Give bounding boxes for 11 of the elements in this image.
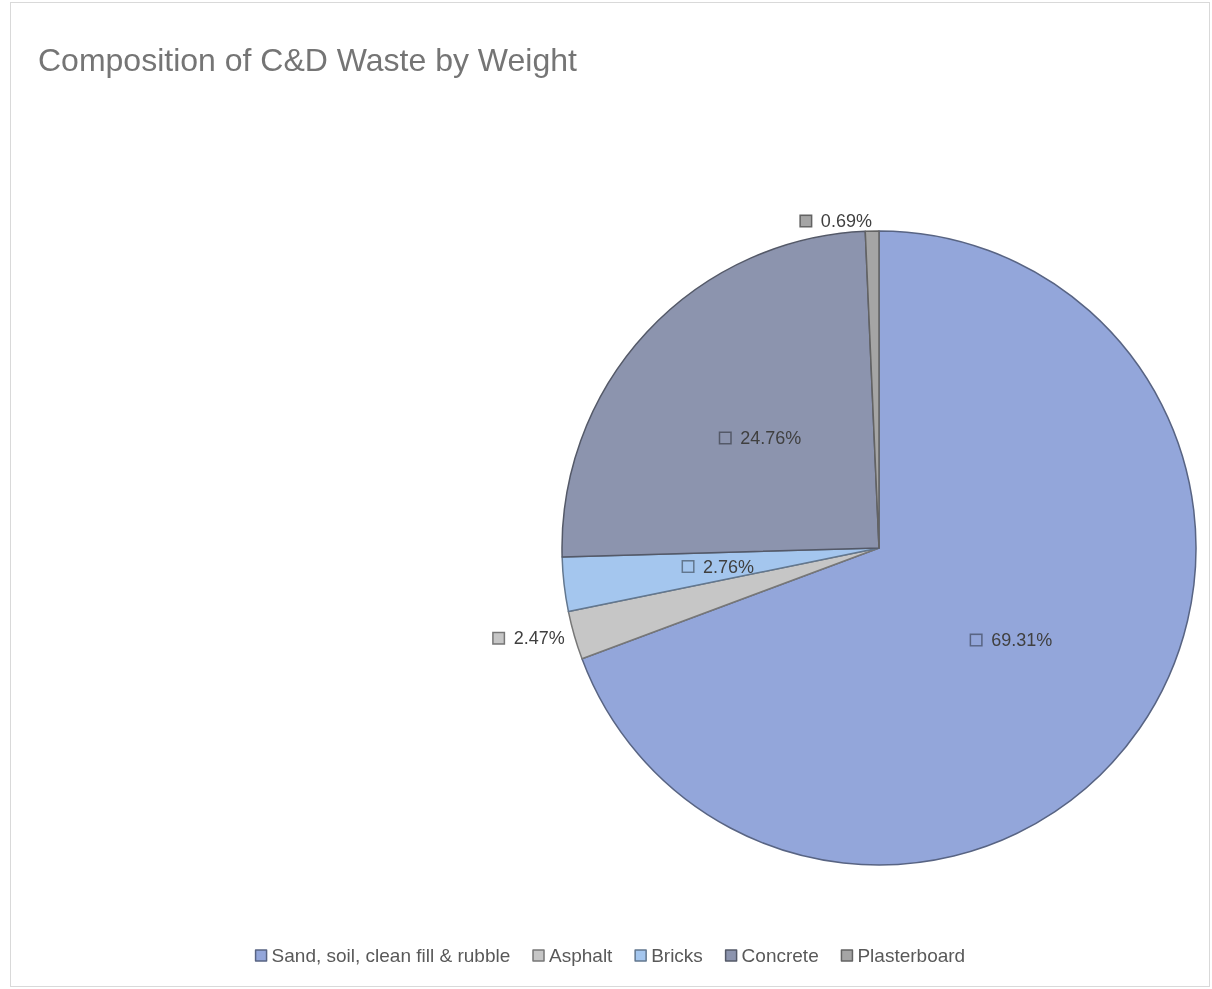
data-label: 2.47% bbox=[503, 628, 565, 649]
data-label: 24.76% bbox=[730, 427, 802, 448]
data-label: 69.31% bbox=[981, 630, 1053, 651]
legend-label: Bricks bbox=[651, 945, 703, 966]
legend-label: Concrete bbox=[741, 945, 819, 966]
legend-label: Asphalt bbox=[549, 945, 614, 966]
data-label: 2.76% bbox=[693, 556, 755, 577]
legend-label: Sand, soil, clean fill & rubble bbox=[271, 945, 511, 966]
chart-title: Composition of C&D Waste by Weight bbox=[38, 42, 577, 78]
data-label: 0.69% bbox=[810, 211, 872, 232]
legend-label: Plasterboard bbox=[857, 945, 966, 966]
